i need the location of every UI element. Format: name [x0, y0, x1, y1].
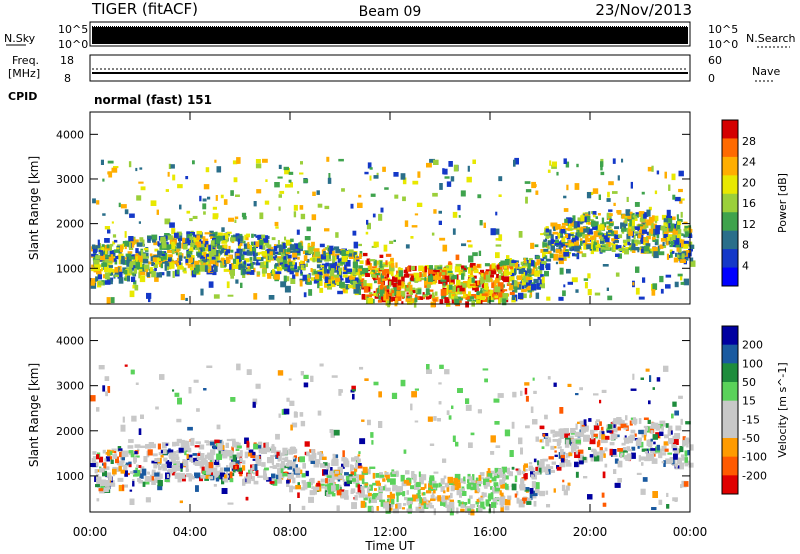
colorbar-cell [722, 156, 738, 176]
colorbar-cell [722, 138, 738, 158]
colorbar-label: Power [dB] [776, 173, 789, 233]
xtick-label: 20:00 [573, 525, 608, 539]
colorbar-tick-label: 8 [742, 239, 749, 252]
xtick-label: 04:00 [173, 525, 208, 539]
colorbar-tick-label: 12 [742, 218, 756, 231]
nsky-trace [92, 27, 688, 44]
nave-label: Nave [752, 65, 780, 78]
date-label: 23/Nov/2013 [595, 1, 692, 19]
ytick-label: 4000 [56, 128, 84, 141]
colorbar-tick-label: 200 [742, 339, 763, 352]
heatmap-cells [90, 363, 694, 516]
colorbar-cell [722, 212, 738, 232]
colorbar-tick-label: -100 [742, 451, 767, 464]
nsky-tick-top: 10^5 [58, 23, 88, 36]
freq-label-line2: [MHz] [8, 67, 40, 80]
colorbar-tick-label: 15 [742, 395, 756, 408]
nsky-label: N.Sky [4, 32, 36, 45]
colorbar-cell [722, 382, 738, 402]
ytick-label: 1000 [56, 470, 84, 483]
nsearch-label: N.Search [746, 32, 796, 45]
velocity-panel: 1000 2000 3000 4000 Slant Range [km] 200 100 50… [27, 317, 789, 516]
ytick-label: 2000 [56, 425, 84, 438]
colorbar-tick-label: 20 [742, 176, 756, 189]
nsky-tick-bottom: 10^0 [58, 38, 88, 51]
nave-tick-bottom: 0 [708, 72, 715, 85]
ytick-label: 4000 [56, 335, 84, 348]
colorbar-cell [722, 438, 738, 458]
colorbar-cell [722, 344, 738, 364]
colorbar-cell [722, 363, 738, 383]
colorbar-tick-label: 4 [742, 259, 749, 272]
ytick-label: 3000 [56, 380, 84, 393]
yaxis-label: Slant Range [km] [27, 363, 41, 467]
time-axis: 00:00 04:00 08:00 12:00 16:00 20:00 00:00 [73, 112, 708, 539]
ytick-label: 3000 [56, 173, 84, 186]
radar-title: TIGER (fitACF) [91, 0, 198, 18]
xtick-label: 00:00 [673, 525, 708, 539]
freq-label-line1: Freq. [12, 54, 39, 67]
nave-tick-top: 60 [708, 54, 722, 67]
heatmap-cells [90, 156, 696, 308]
freq-panel [89, 54, 691, 82]
xtick-label: 00:00 [73, 525, 108, 539]
freq-tick-bottom: 8 [64, 72, 71, 85]
ytick-label: 2000 [56, 218, 84, 231]
colorbar-cell [722, 120, 738, 139]
colorbar-cell [722, 456, 738, 476]
colorbar-tick-label: 28 [742, 135, 756, 148]
cpid-mode: normal (fast) 151 [94, 93, 212, 107]
power-panel: 1000 2000 3000 4000 Slant Range [km] 28 24 20 16… [27, 111, 789, 308]
colorbar-tick-label: 24 [742, 156, 756, 169]
colorbar-tick-label: 16 [742, 197, 756, 210]
nsearch-tick-bottom: 10^0 [708, 38, 738, 51]
yaxis-label: Slant Range [km] [27, 156, 41, 260]
colorbar-cell [722, 230, 738, 250]
colorbar-cell [722, 400, 738, 420]
colorbar-cell [722, 475, 738, 495]
colorbar-tick-label: 50 [742, 376, 756, 389]
colorbar-cell [722, 175, 738, 195]
xtick-label: 16:00 [473, 525, 508, 539]
colorbar-tick-label: -50 [742, 432, 760, 445]
xtick-label: 12:00 [373, 525, 408, 539]
colorbar-cell [722, 193, 738, 213]
colorbar-tick-label: 100 [742, 357, 763, 370]
colorbar-tick-label: -15 [742, 413, 760, 426]
colorbar-cell [722, 419, 738, 439]
xaxis-label: Time UT [364, 539, 415, 553]
cpid-label: CPID [8, 90, 37, 103]
colorbar-tick-label: -200 [742, 469, 767, 482]
colorbar-cell [722, 267, 738, 287]
nsearch-tick-top: 10^5 [708, 23, 738, 36]
colorbar-cell [722, 249, 738, 269]
freq-tick-top: 18 [60, 54, 74, 67]
beam-label: Beam 09 [359, 4, 422, 20]
colorbar-label: Velocity [m s^-1] [776, 362, 789, 457]
colorbar-cell [722, 326, 738, 346]
xtick-label: 08:00 [273, 525, 308, 539]
ytick-label: 1000 [56, 262, 84, 275]
